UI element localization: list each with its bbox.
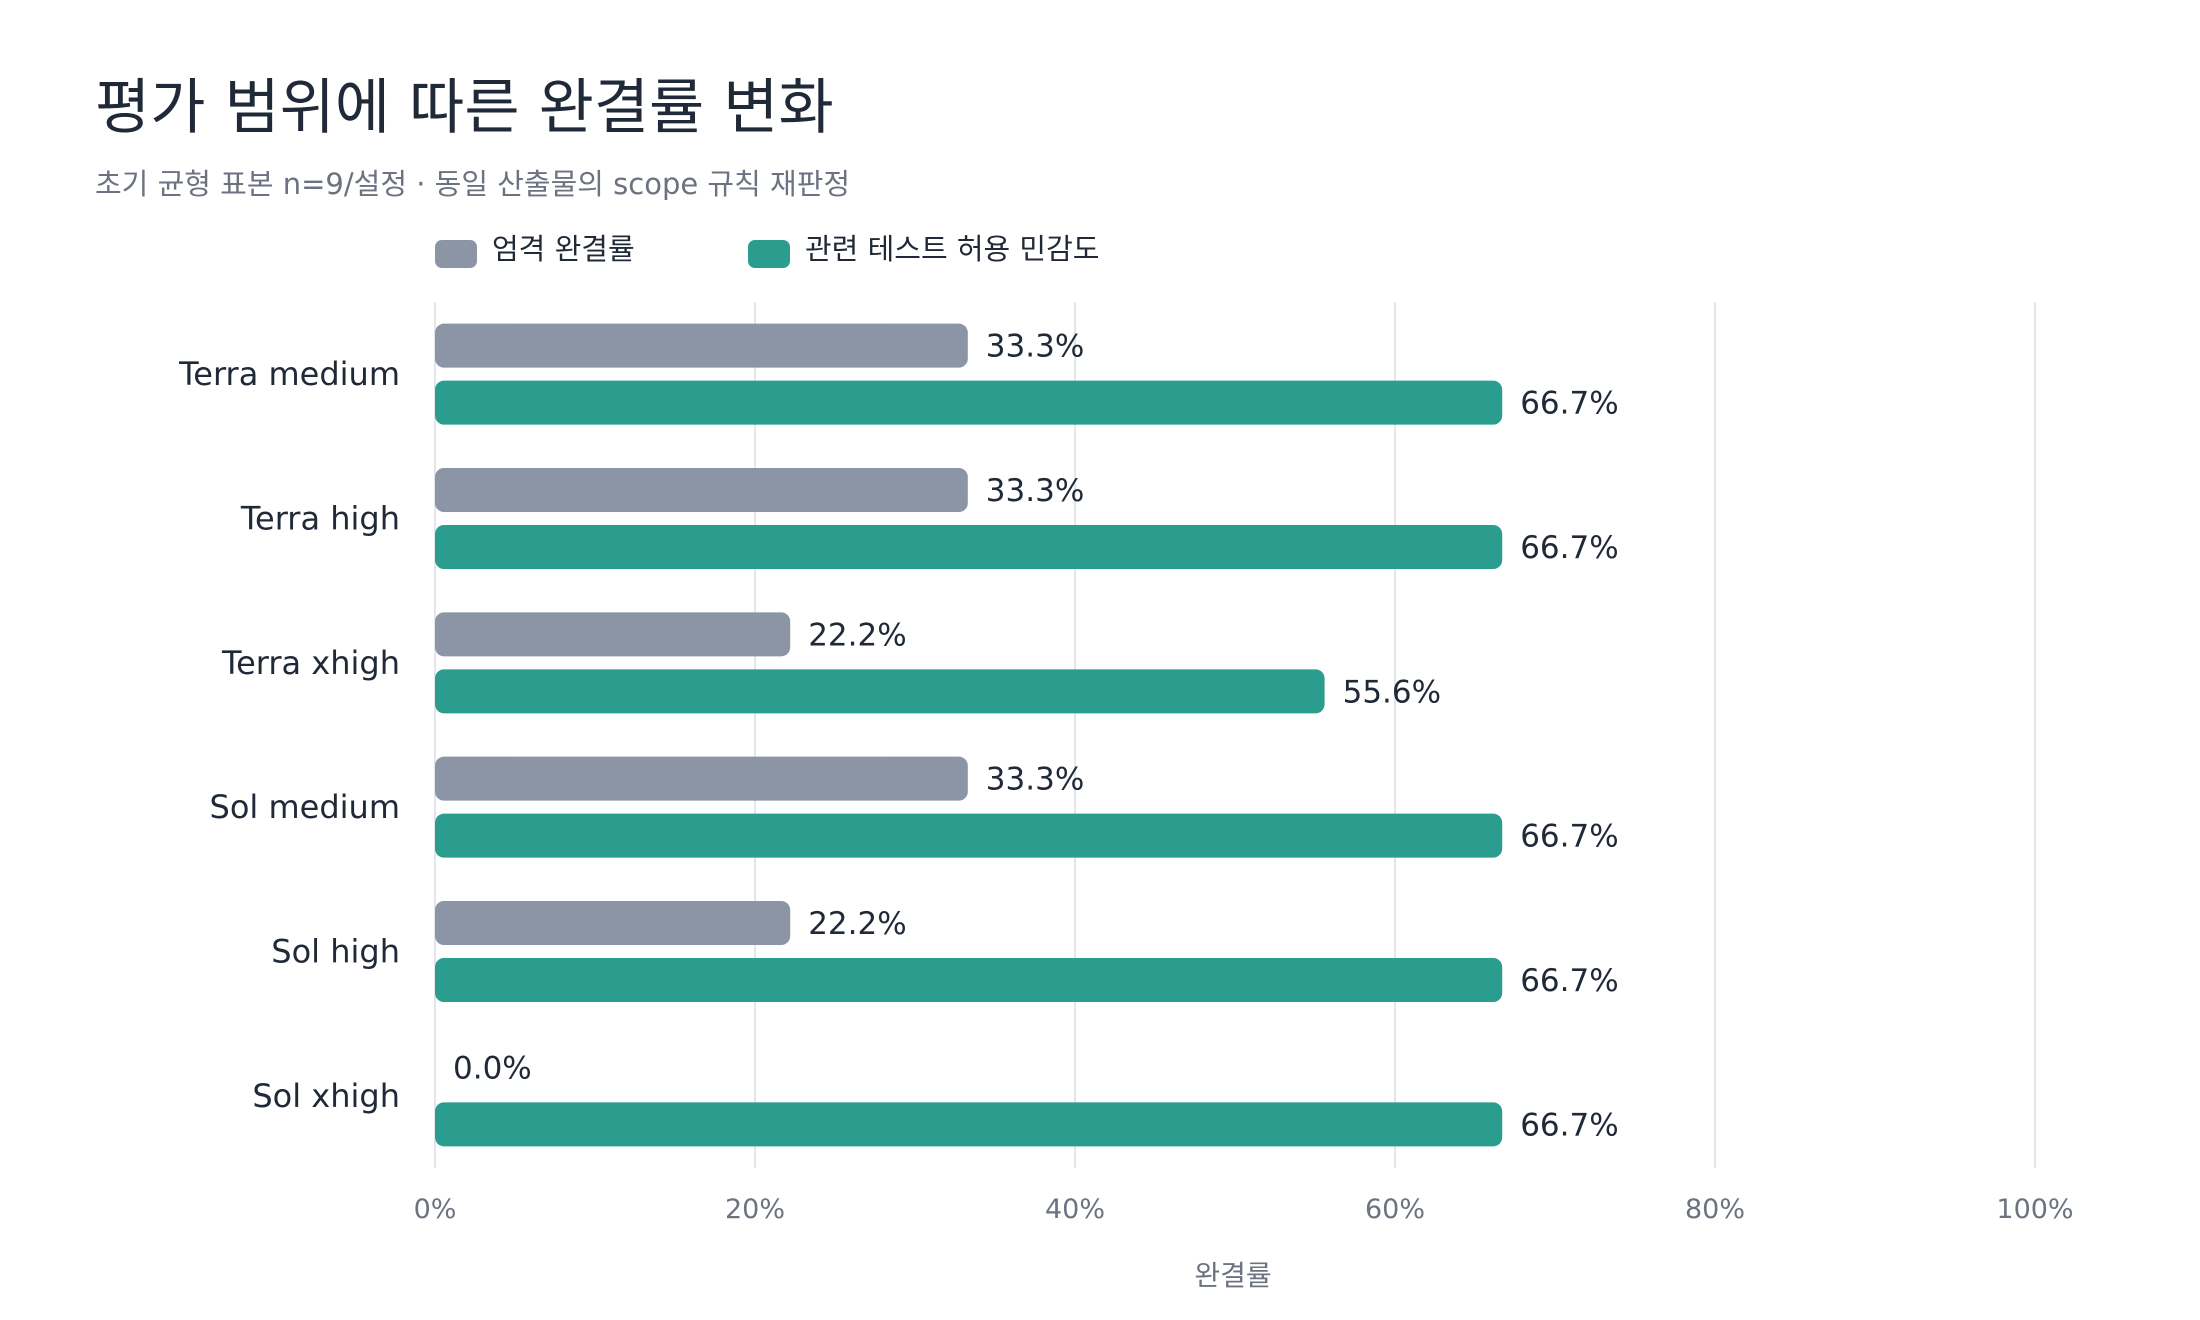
bar-related (435, 525, 1503, 569)
x-tick-label: 40% (1045, 1194, 1105, 1225)
bar-related (435, 813, 1503, 858)
legend-label-related: 관련 테스트 허용 민감도 (805, 232, 1099, 266)
bar-related (435, 669, 1325, 714)
legend-swatch-related (748, 240, 790, 268)
data-label: 33.3% (986, 473, 1084, 509)
category-label: Sol high (271, 933, 400, 971)
data-label: 33.3% (986, 329, 1084, 365)
bar-strict (435, 612, 791, 657)
category-label: Terra xhigh (221, 644, 400, 682)
data-label: 22.2% (808, 617, 906, 653)
category-label: Terra high (240, 500, 400, 538)
bar-strict (435, 901, 791, 945)
data-labels: 33.3% 66.7% 33.3% 66.7% 22.2% 55.6% 33.3% 66.7%… (453, 329, 1619, 1144)
legend-label-strict: 엄격 완결률 (492, 232, 635, 266)
x-tick-label: 80% (1685, 1194, 1745, 1225)
chart-title: 평가 범위에 따른 완결률 변화 (95, 73, 834, 143)
category-label: Sol xhigh (252, 1077, 400, 1115)
data-label: 66.7% (1520, 386, 1618, 422)
data-label: 66.7% (1520, 1107, 1618, 1143)
category-label: Terra medium (178, 355, 400, 393)
data-label: 66.7% (1520, 819, 1618, 855)
gridlines (434, 302, 2036, 1168)
data-label: 33.3% (986, 762, 1084, 798)
x-tick-label: 0% (414, 1194, 457, 1225)
data-label: 66.7% (1520, 530, 1618, 566)
legend-swatch-strict (435, 240, 477, 268)
category-label: Sol medium (210, 788, 400, 826)
chart-subtitle: 초기 균형 표본 n=9/설정 · 동일 산출물의 scope 규칙 재판정 (95, 167, 850, 201)
x-tick-label: 60% (1365, 1194, 1425, 1225)
data-label: 55.6% (1343, 674, 1441, 710)
x-axis-ticks: 0% 20% 40% 60% 80% 100% (414, 1194, 2074, 1225)
bar-related (435, 958, 1503, 1002)
bar-strict (435, 323, 968, 368)
bar-strict (435, 756, 968, 801)
data-label: 0.0% (453, 1050, 532, 1086)
bar-related (435, 380, 1503, 425)
bar-related (435, 1102, 1503, 1147)
legend: 엄격 완결률 관련 테스트 허용 민감도 (435, 232, 1099, 268)
bar-strict (435, 468, 968, 512)
bars (435, 323, 1503, 1147)
x-tick-label: 100% (1996, 1194, 2073, 1225)
category-labels: Terra medium Terra high Terra xhigh Sol med… (178, 355, 400, 1115)
x-axis-title: 완결률 (1194, 1259, 1271, 1292)
data-label: 66.7% (1520, 963, 1618, 999)
x-tick-label: 20% (725, 1194, 785, 1225)
data-label: 22.2% (808, 906, 906, 942)
